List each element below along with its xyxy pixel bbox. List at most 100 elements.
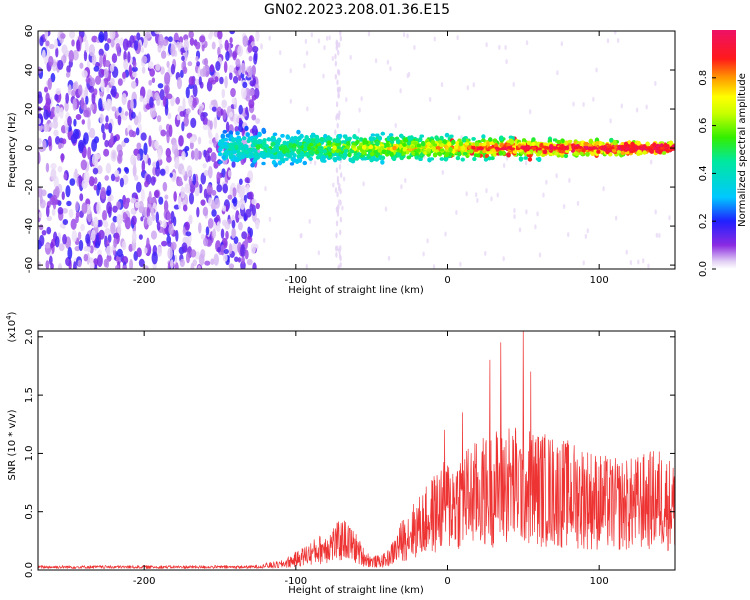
spectrogram-cell [279,50,282,56]
spectrogram-cell [142,265,149,269]
spectrogram-cell [90,103,95,111]
snr-x-axis-label: Height of straight line (km) [288,585,424,596]
spectrogram-cell [107,196,112,203]
spectrogram-cell [335,44,338,51]
spectrogram-cell [620,144,625,150]
spectrogram-cell [103,148,110,157]
spectrogram-cell [149,96,154,108]
spectrogram-cell [471,137,476,141]
spectrogram-cell [164,104,169,116]
spectrogram-cell [233,156,238,162]
spectrogram-cell [204,150,210,163]
spectrogram-cell [233,236,239,245]
spectrogram-cell [132,71,138,78]
spectrogram-cell [211,209,217,217]
spectrogram-cell [242,81,248,89]
spectrogram-cell [335,251,338,258]
spectrogram-cell [303,63,306,69]
colorbar-tick-label: 0.6 [698,118,709,134]
spectrogram-cell [118,149,123,158]
spectrogram-cell [332,157,337,161]
spectrogram-cell [339,35,343,42]
spectrogram-cell [455,209,458,215]
spectrogram-cell [544,146,550,150]
spectrogram-cell [211,106,217,112]
spectrogram-cell [236,153,241,157]
spectrogram-cell [207,166,213,179]
spectrogram-cell [370,133,376,137]
spectrogram-cell [471,145,476,150]
spectrogram-cell [216,106,223,118]
spectrogram-cell [250,243,256,255]
spectrogram-cell [556,139,561,145]
spectrogram-cell [548,144,554,150]
spectrogram-cell [512,150,518,154]
spectrogram-cell [67,84,72,95]
colorbar-tick-label: 0.4 [698,165,709,181]
spectrogram-cell [232,187,237,198]
spectrogram-cell [150,140,155,148]
spectrogram-cell [81,202,88,214]
spectrogram-cell [567,139,573,144]
spectrogram-cell [448,146,453,153]
spectrogram-cell [238,221,243,231]
colorbar-tick-label: 0.2 [698,213,709,229]
spectrogram-cell [102,131,106,141]
spectrogram-cell [150,206,154,217]
spectrogram-cell [252,137,258,144]
spectrogram-cell [140,188,145,202]
spectrogram-cell [418,157,423,162]
spectrogram-cell [134,174,139,181]
spectrogram-y-axis-label: Frequency (Hz) [7,112,18,188]
spectrogram-cell [228,152,234,156]
spectrogram-cell [118,106,122,114]
spectrogram-cell [296,148,302,153]
spectrogram-cell [602,186,605,192]
spectrogram-cell [518,227,522,233]
spectrogram-cell [453,144,459,150]
spectrogram-cell [355,140,360,144]
spectrogram-cell [349,54,352,60]
spectrogram-cell [113,237,118,248]
spectrogram-cell [189,141,194,150]
spectrogram-cell [211,41,216,50]
spectrogram-cell [270,141,275,147]
spectrogram-cell [105,189,111,196]
spectrogram-cell [151,77,156,84]
spectrogram-cell [104,227,111,236]
spectrogram-cell [637,149,642,154]
spectrogram-cell [334,129,337,136]
spectrogram-cell [58,243,65,252]
spectrogram-cell [140,132,147,141]
spectrogram-cell [347,151,352,158]
spectrogram-cell [582,102,585,108]
spectrogram-cell [93,88,98,96]
spectrogram-cell [345,97,348,103]
spectrogram-cell [247,226,251,234]
spectrogram-cell [162,181,168,192]
spectrogram-cell [327,140,332,146]
spectrogram-cell [467,145,472,150]
spectrogram-cell [198,253,205,266]
spectrogram-cell [285,153,291,158]
spectrogram-cell [185,231,192,237]
spectrogram-cell [334,187,338,194]
spectrogram-cell [155,95,161,107]
spectrogram-cell [655,232,659,238]
spectrogram-cell [552,146,558,150]
spectrogram-cell [299,233,302,239]
x-tick-label: 0 [444,576,450,587]
spectrogram-cell [536,211,539,217]
spectrogram-cell [222,183,228,194]
spectrogram-cell [222,253,228,262]
spectrogram-cell [156,246,163,257]
spectrogram-cell [335,232,338,239]
spectrogram-cell [155,63,161,71]
spectrogram-cell [592,96,595,102]
spectrogram-cell [150,176,156,186]
spectrogram-cell [39,224,44,231]
spectrogram-cell [284,147,290,153]
spectrogram-cell [356,152,362,157]
spectrogram-cell [244,125,249,131]
spectrogram-cell [200,199,206,206]
